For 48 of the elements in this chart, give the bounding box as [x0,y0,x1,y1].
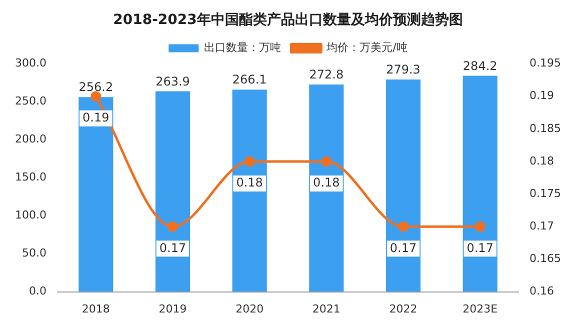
point [167,221,178,232]
y-tick-label: 150.0 [14,170,46,184]
x-tick-label: 2020 [236,302,264,316]
point [474,221,486,232]
x-tick-label: 2018 [82,302,110,316]
data-label: 0.17 [159,240,186,255]
data-label: 279.3 [386,62,420,77]
data-label: 284.2 [462,58,498,73]
y-tick-label: 300.0 [14,56,46,70]
bar [78,97,114,292]
x-tick-label: 2022 [389,302,418,316]
data-label: 266.1 [232,72,267,87]
bar [309,84,344,292]
y2-tick-label: 0.16 [530,284,554,298]
data-label: 0.18 [313,176,340,190]
y-tick-label: 250.0 [14,94,46,108]
data-label: 272.8 [309,68,344,82]
y2-tick-label: 0.19 [530,89,554,102]
x-tick-label: 2019 [158,302,187,316]
x-tick-label: 2023E [462,302,498,316]
point [321,156,332,167]
y-tick-label: 200.0 [14,132,46,146]
y-tick-label: 100.0 [14,208,46,222]
y2-tick-label: 0.18 [530,154,554,168]
point [398,221,409,232]
y2-tick-label: 0.165 [530,252,562,266]
data-label: 0.18 [236,176,263,190]
legend-label: 出口数量：万吨 [204,41,282,54]
x-tick-label: 2021 [312,302,340,316]
point [244,156,255,167]
y2-tick-label: 0.185 [530,122,562,135]
bar [232,90,267,292]
data-label: 0.17 [390,240,417,255]
y-tick-label: 0.0 [28,284,46,298]
bar [462,76,498,292]
y2-tick-label: 0.195 [530,56,562,70]
bar [155,91,190,292]
point [90,91,102,102]
data-label: 256.2 [78,80,114,94]
bar [386,80,421,292]
y2-tick-label: 0.17 [530,220,554,233]
data-label: 0.19 [82,110,110,124]
legend-label: 均价：万美元/吨 [326,41,408,54]
data-label: 0.17 [466,240,494,255]
y2-tick-label: 0.175 [530,186,562,200]
chart-title: 2018-2023年中国酯类产品出口数量及均价预测趋势图 [113,11,463,28]
data-label: 263.9 [156,74,190,88]
y-tick-label: 50.0 [22,246,46,260]
